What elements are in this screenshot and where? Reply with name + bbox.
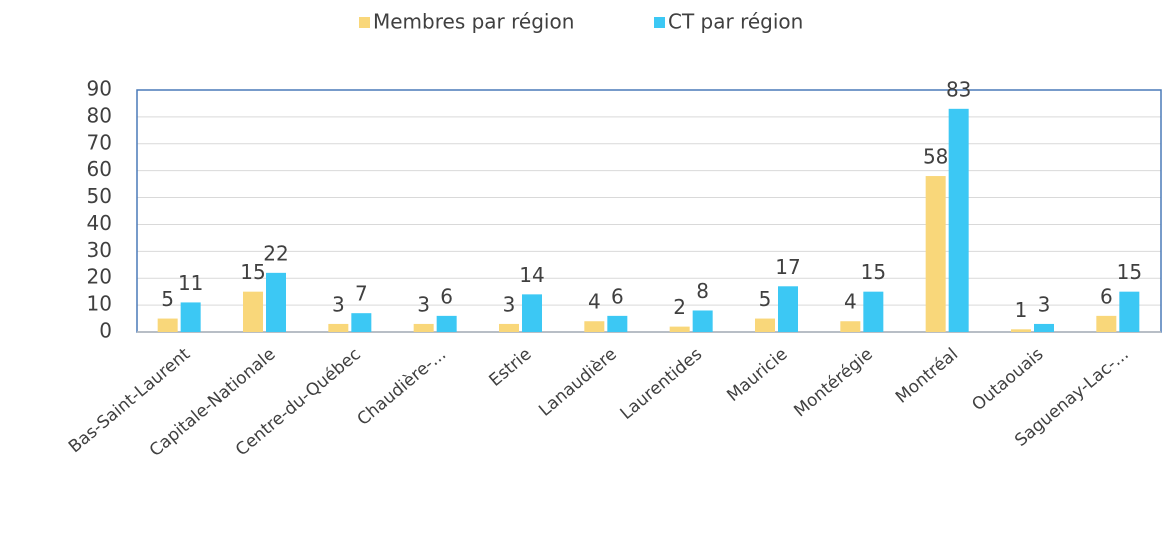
y-tick-label: 40	[87, 211, 112, 235]
data-label: 83	[946, 77, 971, 101]
bar	[692, 310, 713, 332]
bar	[243, 291, 263, 332]
data-label: 5	[161, 287, 174, 311]
bar	[925, 176, 946, 332]
bar	[180, 302, 201, 332]
data-label: 1	[1015, 298, 1028, 322]
bar	[1034, 323, 1054, 332]
bar	[499, 323, 519, 332]
bar	[755, 318, 775, 332]
data-label: 4	[844, 290, 857, 314]
bar	[840, 321, 861, 332]
bar	[778, 286, 798, 332]
bar	[1096, 315, 1117, 332]
data-label: 3	[332, 292, 345, 316]
legend-swatch	[359, 17, 370, 28]
legend-label: CT par région	[668, 10, 803, 34]
data-label: 15	[861, 260, 886, 284]
data-label: 8	[696, 279, 709, 303]
bar	[584, 321, 605, 332]
bar	[863, 291, 884, 332]
bar	[328, 323, 349, 332]
legend-label: Membres par région	[373, 10, 574, 34]
data-label: 58	[923, 145, 948, 169]
x-tick-label: Montérégie	[790, 344, 876, 421]
data-label: 22	[263, 241, 288, 265]
bar	[413, 323, 434, 332]
data-label: 7	[355, 282, 368, 306]
bar	[669, 326, 690, 332]
y-tick-label: 90	[87, 77, 112, 101]
y-tick-label: 10	[87, 292, 112, 316]
data-label: 14	[519, 263, 544, 287]
bar	[607, 315, 628, 332]
x-tick-label: Estrie	[485, 344, 535, 390]
data-label: 4	[588, 290, 601, 314]
y-tick-label: 20	[87, 265, 112, 289]
x-tick-label: Chaudière-...	[354, 344, 451, 430]
bar	[266, 272, 286, 332]
data-label: 6	[440, 284, 453, 308]
bar	[351, 313, 372, 332]
data-label: 5	[759, 287, 772, 311]
x-tick-label: Montréal	[892, 344, 962, 407]
y-tick-label: 70	[87, 130, 112, 154]
data-label: 6	[611, 284, 624, 308]
plot-border	[136, 89, 1162, 333]
data-label: 3	[503, 292, 516, 316]
x-tick-label: Mauricie	[723, 344, 791, 406]
y-tick-label: 60	[87, 157, 112, 181]
bar	[1119, 291, 1140, 332]
data-label: 17	[775, 255, 800, 279]
y-tick-label: 0	[99, 319, 112, 343]
y-tick-label: 80	[87, 103, 112, 127]
data-label: 3	[1038, 292, 1051, 316]
x-tick-label: Laurentides	[617, 344, 707, 424]
y-tick-label: 30	[87, 238, 112, 262]
data-label: 3	[417, 292, 430, 316]
bar	[436, 315, 457, 332]
bar	[157, 318, 178, 332]
data-label: 6	[1100, 284, 1113, 308]
data-label: 15	[240, 260, 265, 284]
data-label: 15	[1117, 260, 1142, 284]
y-tick-label: 50	[87, 184, 112, 208]
x-tick-label: Lanaudière	[535, 344, 621, 420]
data-label: 11	[178, 271, 203, 295]
x-tick-label: Outaouais	[968, 344, 1047, 415]
data-label: 2	[673, 295, 686, 319]
legend-swatch	[654, 17, 665, 28]
bar	[1011, 329, 1031, 332]
bar	[948, 108, 969, 332]
bar	[522, 294, 542, 332]
